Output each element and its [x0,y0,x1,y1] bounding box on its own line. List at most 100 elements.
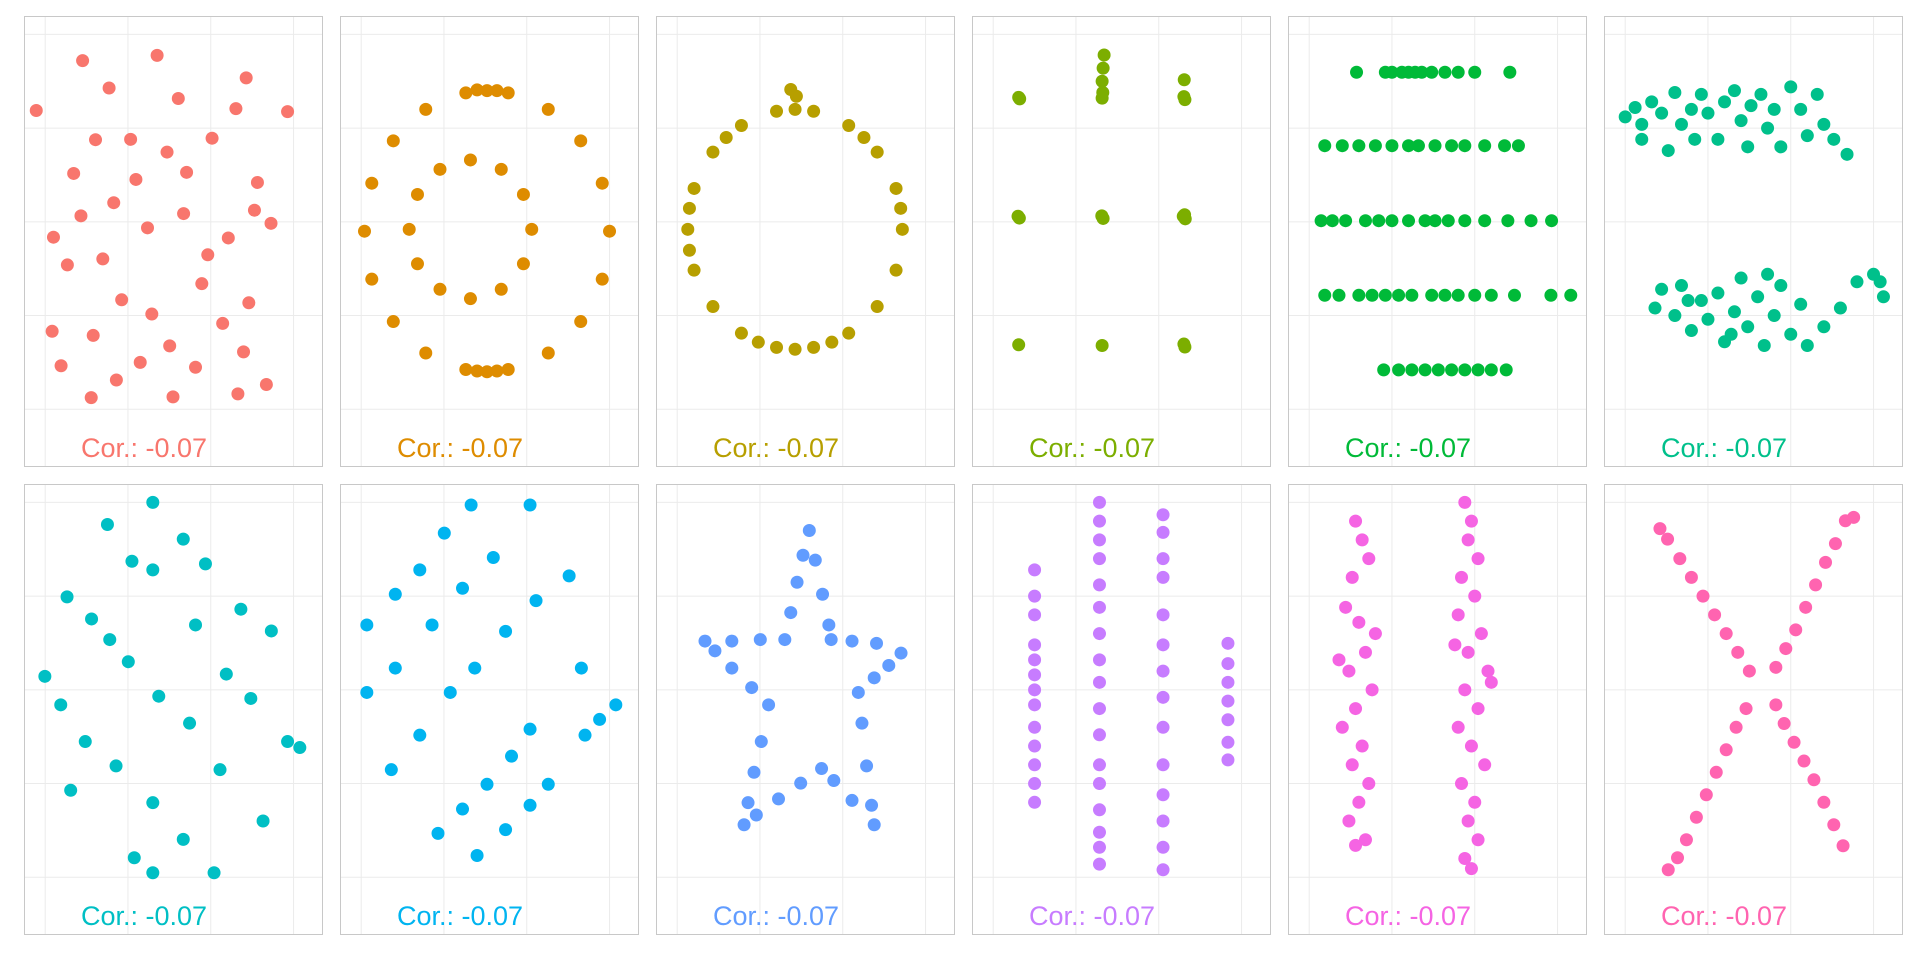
point [1425,288,1439,302]
point [1418,214,1432,228]
panel: Cor.: -0.07 [972,16,1271,467]
point [1092,857,1106,871]
point [198,557,212,571]
point [1349,838,1363,852]
point [1350,65,1364,79]
point [1734,271,1748,285]
point [1800,129,1814,143]
point [1701,312,1715,326]
point [516,257,530,271]
point [1358,214,1372,228]
point [490,84,504,98]
point [855,716,869,730]
point [1694,87,1708,101]
point [1635,132,1649,146]
point [1156,840,1170,854]
point [100,517,114,531]
point [1777,717,1791,731]
point [1012,338,1026,352]
point [146,796,160,810]
point [402,222,416,236]
point [1221,713,1235,727]
point [250,175,264,189]
point [1819,555,1833,569]
point [706,300,720,314]
point [1545,214,1559,228]
point [1342,664,1356,678]
point [1458,214,1472,228]
point [46,230,60,244]
point [1727,84,1741,98]
point [102,81,116,95]
point [1156,758,1170,772]
point [749,808,763,822]
point [256,814,270,828]
point [753,633,767,647]
point [1431,363,1445,377]
point [293,741,307,755]
point [259,378,273,392]
point [1028,653,1042,667]
point [815,762,829,776]
point [388,587,402,601]
point [152,689,166,703]
point [76,54,90,68]
point [1368,139,1382,153]
point [1741,320,1755,334]
point [1827,818,1841,832]
point [889,181,903,195]
point [737,818,751,832]
point [1769,698,1783,712]
point [85,612,99,626]
point [1358,833,1372,847]
point [1345,570,1359,584]
point [1661,144,1675,158]
point [1156,863,1170,877]
point [109,759,123,773]
point [480,365,494,379]
point [1800,339,1814,353]
point [1455,570,1469,584]
point [86,328,100,342]
point [1774,140,1788,154]
point [60,590,74,604]
point [1221,657,1235,671]
point [1411,139,1425,153]
annotation: Cor.: -0.07 [81,901,207,931]
point [1787,735,1801,749]
point [1618,110,1632,124]
point [741,796,755,810]
point [1355,533,1369,547]
point [842,326,856,340]
point [419,102,433,116]
point [1507,288,1521,302]
point [1751,290,1765,304]
point [1767,309,1781,323]
point [1349,514,1363,528]
point [96,252,110,266]
point [529,594,543,608]
annotation: Cor.: -0.07 [81,433,207,463]
point [365,176,379,190]
point [133,355,147,369]
panel-border [24,484,323,935]
point [1028,683,1042,697]
point [1694,294,1708,308]
point [1461,645,1475,659]
point [808,553,822,567]
point [1501,214,1515,228]
point [468,661,482,675]
point [107,196,121,210]
point [1458,852,1472,866]
point [239,71,253,85]
point [1499,363,1513,377]
point [1156,552,1170,566]
point [1671,851,1685,865]
point [1817,795,1831,809]
point [1828,537,1842,551]
point [84,391,98,405]
point [89,133,103,147]
point [419,346,433,360]
point [772,792,786,806]
